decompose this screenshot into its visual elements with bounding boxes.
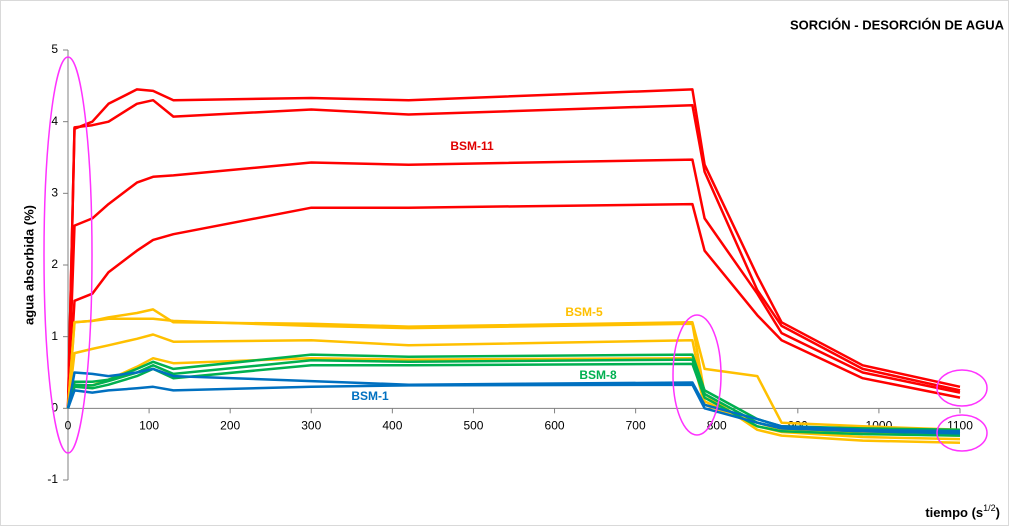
x-axis-label: tiempo (s1/2) — [925, 503, 1000, 520]
y-axis-label: agua absorbida (%) — [21, 205, 36, 325]
x-tick-label: 600 — [545, 419, 565, 433]
ellipse — [672, 314, 722, 436]
chart-title: SORCIÓN - DESORCIÓN DE AGUA — [790, 17, 1005, 32]
x-tick-label: 300 — [301, 419, 321, 433]
y-tick-label: 2 — [51, 257, 58, 271]
series-line — [66, 317, 961, 444]
series-line — [66, 98, 961, 409]
y-tick-label: -1 — [47, 472, 58, 486]
series-line — [66, 362, 961, 437]
x-tick-label: 400 — [382, 419, 402, 433]
annotation: BSM-8 — [579, 368, 617, 382]
y-tick-label: 1 — [51, 329, 58, 343]
x-tick-label: 700 — [626, 419, 646, 433]
x-tick-label: 100 — [139, 419, 159, 433]
series-line — [66, 158, 961, 409]
y-tick-label: 0 — [51, 401, 58, 415]
annotation: BSM-1 — [351, 389, 389, 403]
x-tick-label: 200 — [220, 419, 240, 433]
x-tick-label: 500 — [463, 419, 483, 433]
x-tick-label: 0 — [65, 419, 72, 433]
y-tick-label: 4 — [51, 114, 58, 128]
series-line — [66, 367, 961, 433]
y-tick-label: 3 — [51, 186, 58, 200]
annotation: BSM-11 — [450, 139, 494, 153]
y-tick-label: 5 — [51, 42, 58, 56]
ellipse — [936, 369, 988, 407]
series-line — [66, 202, 961, 409]
series-line — [66, 383, 961, 435]
ellipse — [936, 414, 988, 452]
highlight-ellipses — [43, 56, 988, 454]
ellipse — [43, 56, 93, 454]
series-line — [66, 88, 961, 409]
annotation: BSM-5 — [565, 305, 603, 319]
